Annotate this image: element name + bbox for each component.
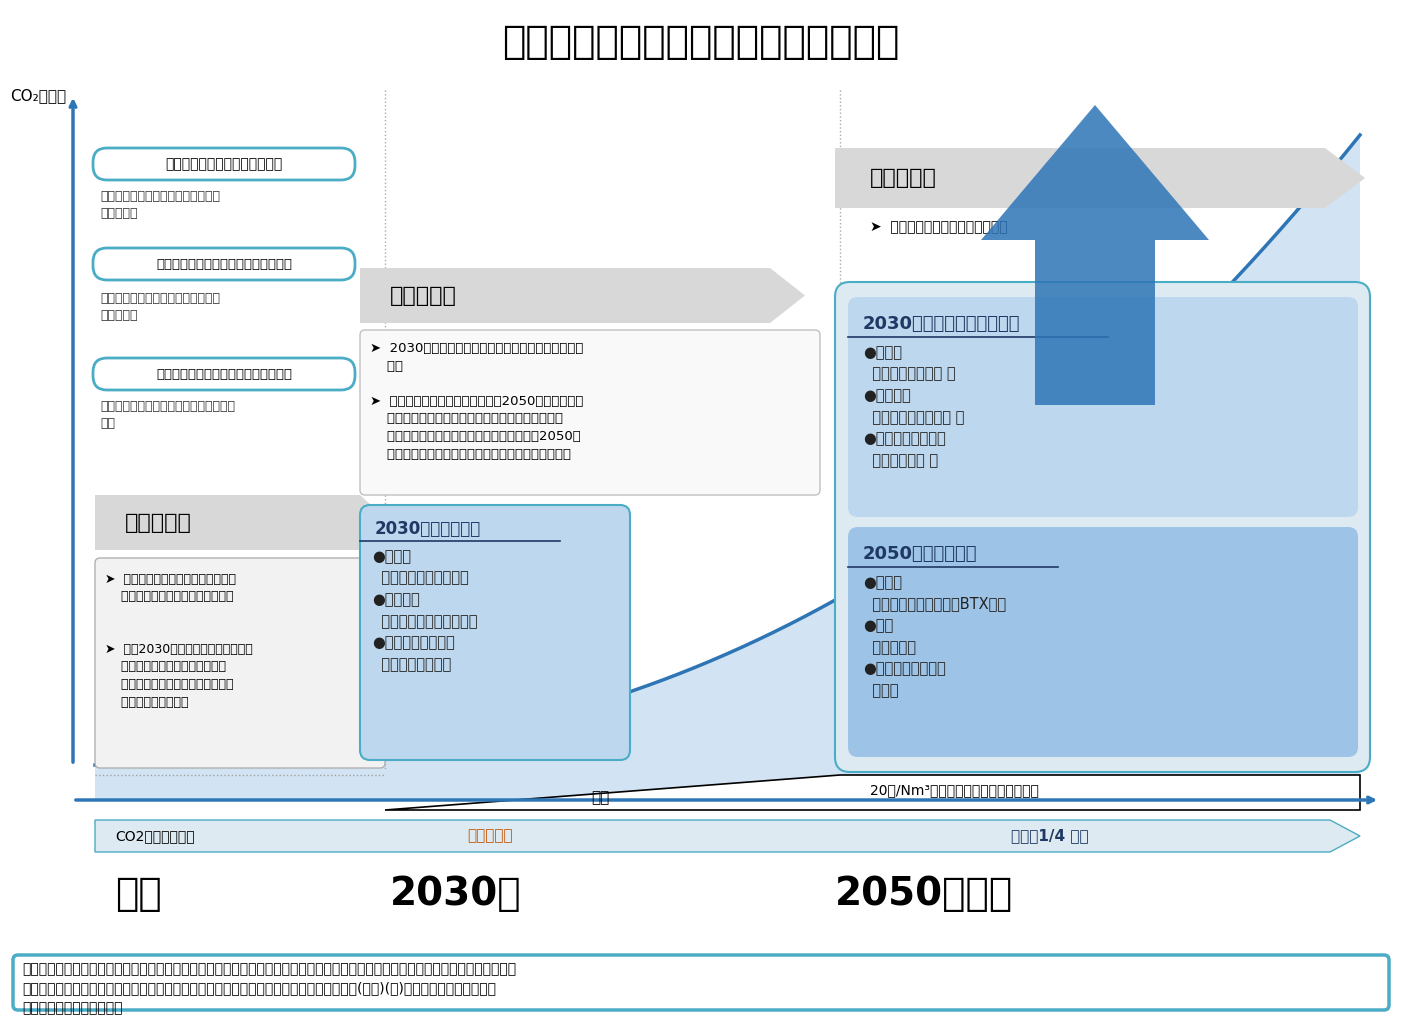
Text: フェーズ１: フェーズ１ xyxy=(125,513,192,533)
FancyBboxPatch shape xyxy=(13,955,1389,1010)
FancyBboxPatch shape xyxy=(360,330,820,495)
Text: 2030年頃から普及: 2030年頃から普及 xyxy=(374,520,481,538)
FancyBboxPatch shape xyxy=(93,358,355,390)
Text: 水素: 水素 xyxy=(590,791,608,805)
Text: ➤  2030年から普及する技術について低コスト化を図
    る。: ➤ 2030年から普及する技術について低コスト化を図 る。 xyxy=(370,342,583,373)
Text: ●化学品
  ポリカーボネート 等
●液体燃料
  バイオジェット燃料 等
●コンクリート製品
  道路ブロック 等: ●化学品 ポリカーボネート 等 ●液体燃料 バイオジェット燃料 等 ●コンクリー… xyxy=(864,345,965,468)
Polygon shape xyxy=(981,105,1209,405)
FancyBboxPatch shape xyxy=(93,148,355,180)
Polygon shape xyxy=(95,821,1360,852)
FancyBboxPatch shape xyxy=(360,505,629,760)
FancyBboxPatch shape xyxy=(848,297,1359,517)
Text: 2050年頃から普及: 2050年頃から普及 xyxy=(864,545,977,563)
Polygon shape xyxy=(360,268,805,323)
Text: CO₂利用量: CO₂利用量 xyxy=(10,88,66,103)
Text: ポリカーボネートはＣＯ２排出量の
更なる削減: ポリカーボネートはＣＯ２排出量の 更なる削減 xyxy=(100,190,220,220)
Polygon shape xyxy=(386,775,1360,810)
FancyBboxPatch shape xyxy=(93,248,355,280)
FancyBboxPatch shape xyxy=(836,282,1370,772)
Text: ➤  安価な水素の調達が可能となる2050年以降に普及
    を見込める技術のうち、特に需要の多い汎用品を
    製造する技術について重点的に取り組む。20: ➤ 安価な水素の調達が可能となる2050年以降に普及 を見込める技術のうち、特に… xyxy=(370,395,583,460)
Text: CO2分離回収技術: CO2分離回収技術 xyxy=(115,829,195,843)
Text: フェーズ２: フェーズ２ xyxy=(390,286,457,306)
Text: 現状の1/4 以下: 現状の1/4 以下 xyxy=(1011,829,1089,844)
Text: 現状: 現状 xyxy=(115,875,161,913)
Text: カーボンリサイクル技術ロードマップ: カーボンリサイクル技術ロードマップ xyxy=(502,23,900,61)
Text: ➤  カーボンリサイクルに資するあら
    ゆる技術について開発を進める。: ➤ カーボンリサイクルに資するあら ゆる技術について開発を進める。 xyxy=(105,573,236,604)
Polygon shape xyxy=(95,495,390,550)
Text: フェーズ３: フェーズ３ xyxy=(871,168,937,188)
Text: 20円/Nm³（プラント引き渡しコスト）: 20円/Nm³（プラント引き渡しコスト） xyxy=(871,783,1039,797)
Text: ●化学品
  汎用品（オレフィン、BTX等）
●燃料
  ガス、液体
●コンクリート製品
  汎用品: ●化学品 汎用品（オレフィン、BTX等） ●燃料 ガス、液体 ●コンクリート製品… xyxy=(864,575,1007,698)
Text: 現状の価格から１／８〜１６程度に
低コスト化: 現状の価格から１／８〜１６程度に 低コスト化 xyxy=(100,292,220,322)
Polygon shape xyxy=(836,148,1366,208)
Polygon shape xyxy=(95,135,1360,800)
Text: 現状の価格から１／３〜５程度に低コス
ト化: 現状の価格から１／３〜５程度に低コス ト化 xyxy=(100,400,236,430)
Text: 2030年頃からの消費が拡大: 2030年頃からの消費が拡大 xyxy=(864,315,1021,333)
Text: ●化学品
  ポリカーボネート　等
●液体燃料
  バイオジェット燃料　等
●コンクリート製品
  道路ブロック　等: ●化学品 ポリカーボネート 等 ●液体燃料 バイオジェット燃料 等 ●コンクリー… xyxy=(372,549,478,672)
Text: ＜見直し＞カーボンリサイクル産学官国際会議などを通じて得られた国際的な技術の状況や新しい提案を踏まえて柔軟に技術の追加
をおこなうとともに、５年を目安として、「: ＜見直し＞カーボンリサイクル産学官国際会議などを通じて得られた国際的な技術の状況… xyxy=(22,962,516,1015)
FancyBboxPatch shape xyxy=(848,527,1359,757)
Text: 2050年以降: 2050年以降 xyxy=(836,875,1014,913)
Text: ➤  更なる低コスト化に取り組む。: ➤ 更なる低コスト化に取り組む。 xyxy=(871,220,1008,234)
Text: 低コスト化: 低コスト化 xyxy=(467,829,513,844)
Text: ➤  特に2030年頃から普及が期待でき
    る、水素が不要な技術や高付加
    値製品を製造する技術については
    重点的に取り組む。: ➤ 特に2030年頃から普及が期待でき る、水素が不要な技術や高付加 値製品を製… xyxy=(105,643,252,709)
Text: 2030年: 2030年 xyxy=(390,875,522,913)
Text: 化学品（ポリカーボネート等）: 化学品（ポリカーボネート等） xyxy=(165,157,283,171)
Text: コンクリート製品（道路ブロック等）: コンクリート製品（道路ブロック等） xyxy=(156,367,292,381)
Text: 液体燃料（バイオジェット燃料　等）: 液体燃料（バイオジェット燃料 等） xyxy=(156,258,292,271)
FancyBboxPatch shape xyxy=(95,558,386,768)
